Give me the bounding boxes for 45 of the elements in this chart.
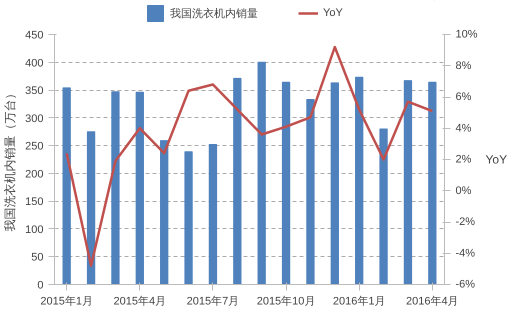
- bar: [330, 82, 339, 284]
- x-tick-label: 2015年10月: [256, 296, 316, 308]
- bar: [136, 92, 144, 284]
- x-tick-label: 2015年4月: [114, 296, 166, 308]
- x-tick-label: 2016年1月: [332, 296, 386, 308]
- bar: [184, 151, 193, 284]
- bar: [233, 78, 242, 284]
- y2-tick-label: 4%: [456, 122, 472, 134]
- y-tick-label: 150: [25, 196, 44, 208]
- y-tick-label: 50: [31, 252, 44, 264]
- x-tick-label: 2015年7月: [186, 296, 240, 308]
- y2-tick-label: -6%: [456, 278, 476, 290]
- bar: [306, 99, 315, 284]
- bar: [160, 140, 168, 284]
- y2-tick-label: 8%: [456, 60, 472, 72]
- legend-label: 我国洗衣机内销量: [170, 6, 258, 20]
- bar: [428, 82, 436, 284]
- y2-tick-label: 10%: [456, 28, 478, 40]
- y-tick-label: 400: [25, 57, 44, 70]
- y-tick-label: 350: [25, 85, 44, 98]
- x-tick-label: 2016年4月: [406, 296, 459, 308]
- y2-tick-label: 2%: [456, 154, 472, 166]
- bar: [111, 91, 120, 284]
- y-tick-label: 0: [37, 280, 44, 292]
- x-tick-label: 2015年1月: [40, 296, 93, 308]
- y2-tick-label: 0%: [456, 184, 472, 197]
- y2-axis-title: YoY: [486, 152, 508, 166]
- bar: [282, 82, 290, 284]
- y-tick-label: 300: [25, 112, 44, 125]
- bar: [355, 76, 364, 284]
- y2-tick-label: 6%: [456, 91, 472, 103]
- y-tick-label: 100: [25, 224, 44, 236]
- y2-tick-label: -4%: [456, 247, 476, 260]
- y-tick-label: 450: [25, 30, 44, 42]
- bar: [404, 80, 412, 284]
- y-tick-label: 200: [25, 168, 44, 180]
- legend-label: YoY: [323, 7, 343, 19]
- bar: [258, 62, 266, 284]
- bar: [62, 87, 71, 284]
- y-tick-label: 250: [25, 140, 44, 153]
- bar: [379, 128, 388, 284]
- bar: [208, 144, 218, 284]
- y2-tick-label: -2%: [456, 216, 476, 228]
- line-series: [65, 46, 434, 267]
- y-axis-title: 我国洗衣机内销量（万台）: [3, 88, 18, 232]
